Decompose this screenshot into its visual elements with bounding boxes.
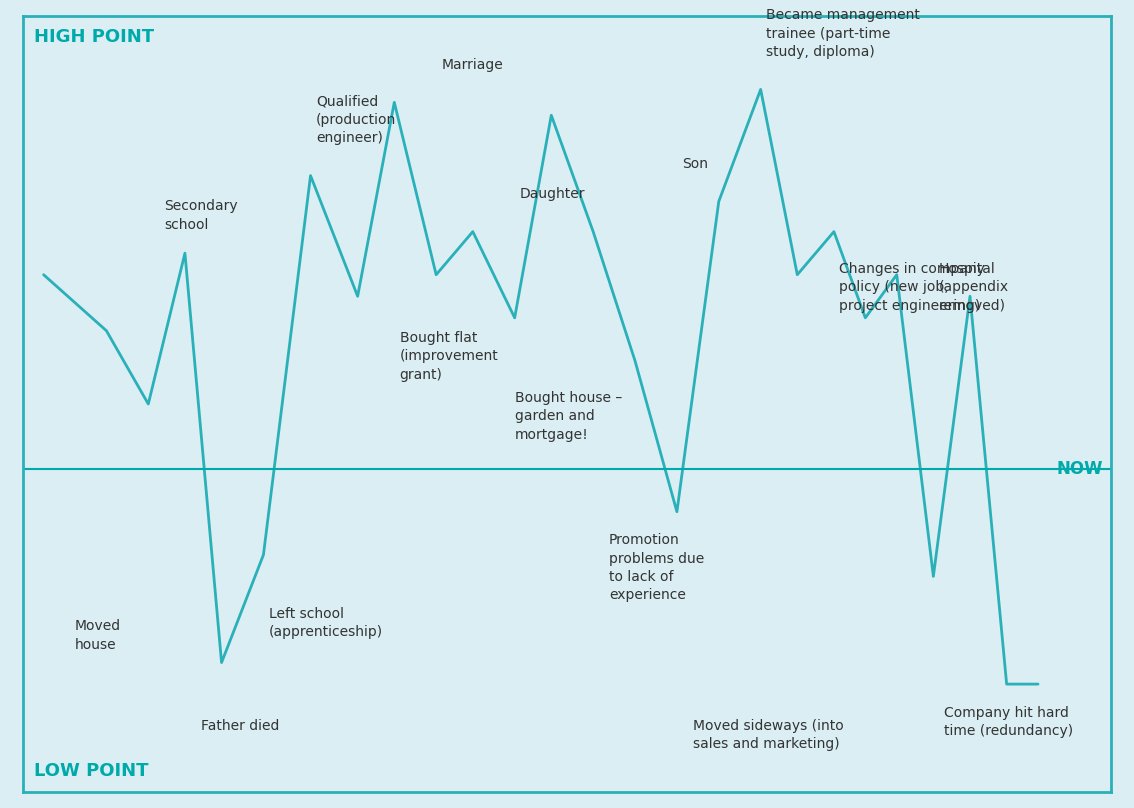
Text: Changes in company
policy (new job,
project engineering): Changes in company policy (new job, proj… <box>839 262 985 313</box>
Text: LOW POINT: LOW POINT <box>34 762 149 781</box>
Text: Bought flat
(improvement
grant): Bought flat (improvement grant) <box>399 330 498 381</box>
Text: Moved sideways (into
sales and marketing): Moved sideways (into sales and marketing… <box>693 718 844 751</box>
Text: Qualified
(production
engineer): Qualified (production engineer) <box>315 95 396 145</box>
Text: Bought house –
garden and
mortgage!: Bought house – garden and mortgage! <box>515 391 621 442</box>
Text: Father died: Father died <box>201 718 279 733</box>
Text: Became management
trainee (part-time
study, diploma): Became management trainee (part-time stu… <box>765 8 920 59</box>
Text: Secondary
school: Secondary school <box>164 200 238 232</box>
Text: Promotion
problems due
to lack of
experience: Promotion problems due to lack of experi… <box>609 533 704 603</box>
Text: Moved
house: Moved house <box>75 620 121 652</box>
Text: Company hit hard
time (redundancy): Company hit hard time (redundancy) <box>943 705 1073 738</box>
Text: Daughter: Daughter <box>519 187 585 201</box>
Text: Marriage: Marriage <box>441 58 503 72</box>
Text: NOW: NOW <box>1056 460 1102 478</box>
Text: HIGH POINT: HIGH POINT <box>34 27 154 46</box>
Text: Hospital
(appendix
removed): Hospital (appendix removed) <box>939 262 1009 313</box>
Text: Left school
(apprenticeship): Left school (apprenticeship) <box>269 607 383 639</box>
Text: Son: Son <box>683 158 708 171</box>
